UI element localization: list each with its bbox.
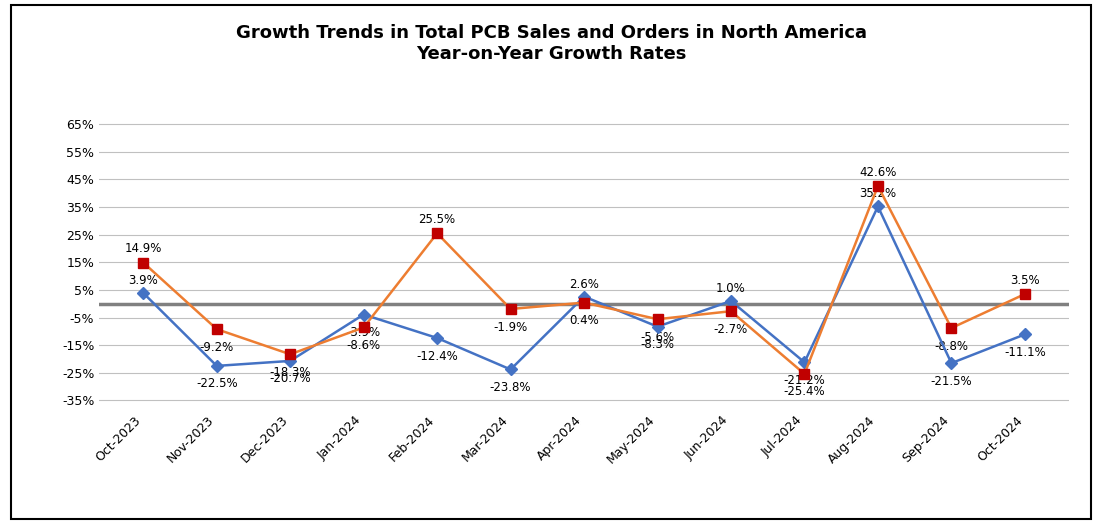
Text: -21.5%: -21.5% <box>930 375 972 388</box>
Text: 2.6%: 2.6% <box>569 278 599 290</box>
Line: Bookings: Bookings <box>139 181 1029 379</box>
Text: -8.8%: -8.8% <box>934 340 969 353</box>
Bookings <box>872 183 885 189</box>
Text: -18.3%: -18.3% <box>270 366 311 379</box>
Shipments <box>504 366 517 373</box>
Text: 1.0%: 1.0% <box>716 282 746 295</box>
Text: 14.9%: 14.9% <box>125 242 162 255</box>
Shipments <box>137 290 150 296</box>
Bookings <box>504 306 517 312</box>
Text: -9.2%: -9.2% <box>199 341 234 354</box>
Text: 3.5%: 3.5% <box>1011 274 1039 287</box>
Text: 0.4%: 0.4% <box>570 314 598 327</box>
Bookings <box>283 351 296 357</box>
Bookings <box>210 326 224 332</box>
Bookings <box>1018 291 1031 297</box>
Text: -21.2%: -21.2% <box>784 374 825 387</box>
Text: -1.9%: -1.9% <box>494 321 528 334</box>
Text: -11.1%: -11.1% <box>1004 346 1046 359</box>
Line: Shipments: Shipments <box>139 202 1029 374</box>
Text: -12.4%: -12.4% <box>417 350 458 363</box>
Shipments <box>651 323 665 330</box>
Bookings <box>137 259 150 266</box>
Text: 42.6%: 42.6% <box>860 166 897 179</box>
Bookings <box>798 371 811 377</box>
Text: -8.6%: -8.6% <box>347 339 380 352</box>
Text: -3.9%: -3.9% <box>347 326 380 339</box>
Bookings <box>577 300 591 306</box>
Shipments <box>944 360 958 366</box>
Text: 3.9%: 3.9% <box>129 274 158 287</box>
Shipments <box>724 298 737 304</box>
Shipments <box>210 363 224 369</box>
Text: -2.7%: -2.7% <box>714 323 748 336</box>
Shipments <box>357 311 370 318</box>
Text: -22.5%: -22.5% <box>196 377 238 390</box>
Bookings <box>724 308 737 314</box>
Text: -20.7%: -20.7% <box>269 373 311 386</box>
Shipments <box>431 335 444 341</box>
Shipments <box>577 293 591 300</box>
Shipments <box>1018 331 1031 337</box>
Bookings <box>431 230 444 236</box>
Shipments <box>872 203 885 210</box>
Bookings <box>944 325 958 331</box>
Text: Growth Trends in Total PCB Sales and Orders in North America
Year-on-Year Growth: Growth Trends in Total PCB Sales and Ord… <box>236 24 866 63</box>
Shipments <box>283 358 296 364</box>
Bookings <box>651 316 665 322</box>
Text: -25.4%: -25.4% <box>784 386 825 398</box>
Text: 25.5%: 25.5% <box>419 213 456 226</box>
Text: -8.3%: -8.3% <box>640 338 674 351</box>
Text: 35.2%: 35.2% <box>860 188 897 201</box>
Text: -23.8%: -23.8% <box>490 381 531 394</box>
Text: -5.6%: -5.6% <box>640 331 674 344</box>
Bookings <box>357 324 370 331</box>
Shipments <box>798 359 811 365</box>
